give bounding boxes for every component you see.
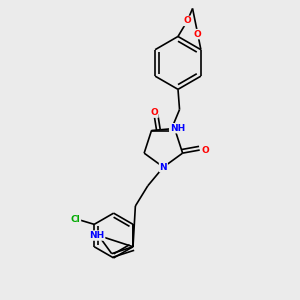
Text: O: O <box>150 108 158 117</box>
Text: O: O <box>184 16 191 26</box>
Text: O: O <box>201 146 209 154</box>
Text: Cl: Cl <box>71 215 80 224</box>
Text: N: N <box>160 163 167 172</box>
Text: NH: NH <box>89 231 105 240</box>
Text: NH: NH <box>170 124 185 133</box>
Text: O: O <box>194 30 202 39</box>
